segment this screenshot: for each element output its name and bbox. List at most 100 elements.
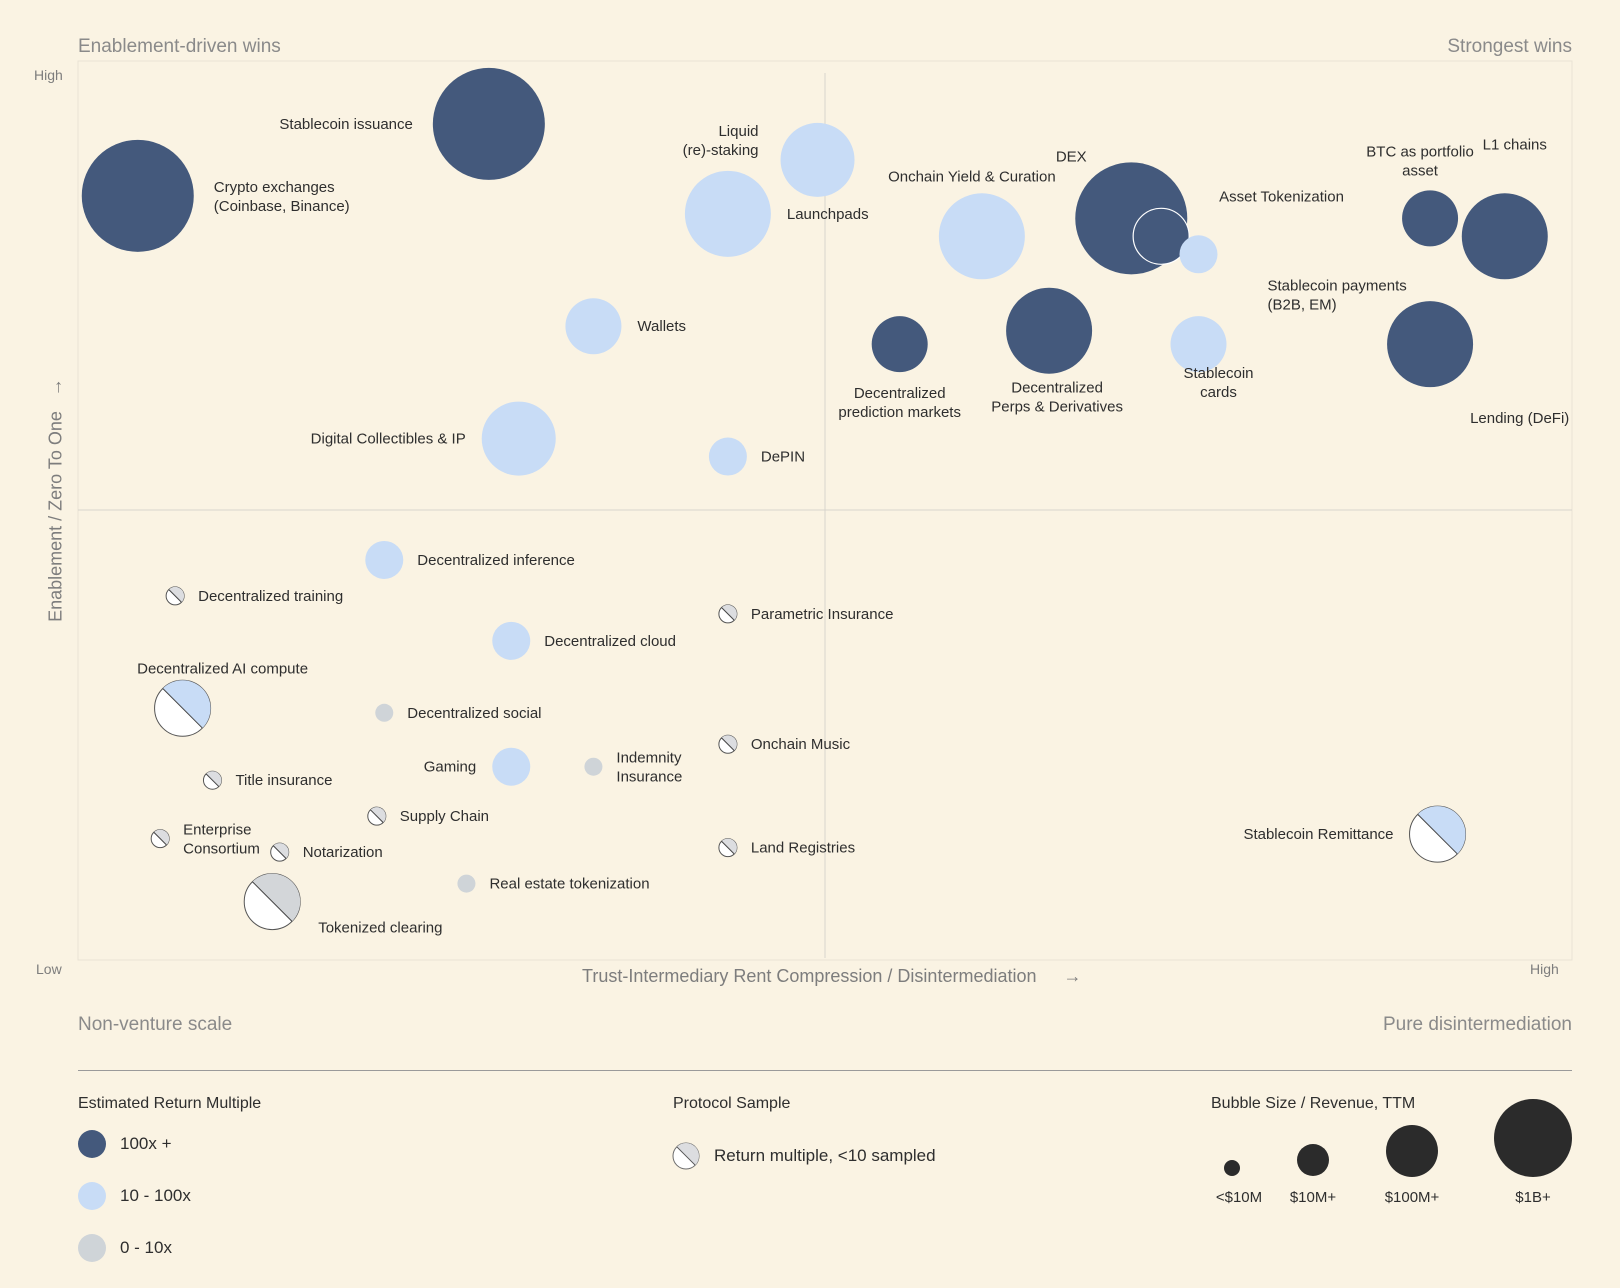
label-decentralized-cloud: Decentralized cloud (544, 633, 676, 650)
bubble-digital-collectibles-ip (481, 401, 556, 476)
quadrant-label-top-left: Enablement-driven wins (78, 36, 281, 57)
quadrant-label-bottom-right: Pure disintermediation (1382, 1014, 1572, 1035)
legend-return-title: Estimated Return Multiple (78, 1095, 262, 1112)
right-arrow-icon: → (1063, 966, 1082, 986)
bubble-wallets (565, 298, 622, 355)
label-dex: DEX (1056, 148, 1087, 165)
bubble-btc-as-portfolio-asset (1402, 190, 1459, 247)
legend-label-10-100x: 10 - 100x (120, 1186, 191, 1205)
legend-label-0-10x: 0 - 10x (120, 1238, 172, 1257)
label-gaming: Gaming (424, 759, 477, 776)
x-axis-title-text: Trust-Intermediary Rent Compression / Di… (582, 966, 1037, 986)
size-bubble-1b (1494, 1099, 1572, 1177)
size-label-lt10m: <$10M (1215, 1189, 1263, 1206)
size-bubble-10m (1297, 1144, 1329, 1176)
label-decentralized-prediction-markets: Decentralized prediction markets (838, 385, 961, 421)
bubble-decentralized-prediction-markets (871, 316, 928, 373)
x-axis-title: Trust-Intermediary Rent Compression / Di… (582, 966, 1082, 987)
legend-divider (78, 1070, 1572, 1071)
label-decentralized-perps-derivatives: Decentralized Perps & Derivatives (991, 380, 1123, 416)
bubble-decentralized-training (165, 586, 185, 606)
bubble-liquid-re-staking (780, 122, 855, 197)
label-btc-as-portfolio-asset: BTC as portfolio asset (1366, 143, 1474, 179)
legend-swatch-100x (78, 1130, 106, 1158)
bubble-land-registries (718, 838, 738, 858)
legend-swatch-0-10x (78, 1234, 106, 1262)
bubble-depin (708, 437, 747, 476)
legend-item-100x: 100x + (78, 1130, 172, 1158)
legend-protocol-title: Protocol Sample (673, 1095, 791, 1112)
bubble-decentralized-perps-derivatives (1006, 287, 1093, 374)
label-onchain-music: Onchain Music (751, 736, 851, 753)
label-liquid-re-staking: Liquid (re)-staking (683, 123, 759, 159)
sampled-swatch-icon (672, 1142, 700, 1170)
label-title-insurance: Title insurance (235, 772, 332, 789)
size-label-1b: $1B+ (1515, 1189, 1551, 1206)
y-axis-low-tick: Low (36, 961, 62, 977)
bubble-onchain-music (718, 734, 738, 754)
label-stablecoin-remittance: Stablecoin Remittance (1243, 826, 1393, 843)
bubble-title-insurance (202, 770, 222, 790)
bubble-decentralized-inference (365, 540, 404, 579)
bubble-lending-defi (1387, 301, 1474, 388)
label-enterprise-consortium: Enterprise Consortium (183, 822, 260, 858)
y-axis-high-tick: High (34, 67, 63, 83)
bubble-layer (81, 67, 1548, 931)
label-l1-chains: L1 chains (1483, 136, 1547, 153)
label-launchpads: Launchpads (787, 206, 869, 223)
label-stablecoin-payments-b2b-em: Stablecoin payments (B2B, EM) (1268, 277, 1407, 313)
size-label-100m: $100M+ (1384, 1189, 1440, 1206)
legend-swatch-10-100x (78, 1182, 106, 1210)
legend-size-title: Bubble Size / Revenue, TTM (1211, 1095, 1416, 1112)
bubble-stablecoin-remittance (1409, 805, 1467, 863)
bubble-notarization (270, 842, 290, 862)
label-wallets: Wallets (637, 318, 686, 335)
legend-item-0-10x: 0 - 10x (78, 1234, 172, 1262)
size-label-10m: $10M+ (1289, 1189, 1337, 1206)
quadrant-label-top-right: Strongest wins (1447, 36, 1572, 57)
bubble-enterprise-consortium (150, 829, 170, 849)
bubble-launchpads (684, 170, 771, 257)
label-layer: Crypto exchanges (Coinbase, Binance) Stabl… (137, 116, 1569, 937)
label-digital-collectibles-ip: Digital Collectibles & IP (311, 431, 466, 448)
bubble-tokenized-clearing (243, 873, 301, 931)
legend-label-100x: 100x + (120, 1134, 172, 1153)
label-decentralized-inference: Decentralized inference (417, 552, 575, 569)
label-tokenized-clearing: Tokenized clearing (318, 920, 442, 937)
size-legend-bubbles (1224, 1099, 1572, 1177)
x-axis-high-tick: High (1530, 961, 1559, 977)
bubble-supply-chain (367, 806, 387, 826)
label-land-registries: Land Registries (751, 840, 855, 857)
label-decentralized-social: Decentralized social (407, 705, 541, 722)
bubble-stablecoin-payments-b2b-em (1179, 235, 1218, 274)
label-supply-chain: Supply Chain (400, 808, 489, 825)
bubble-stablecoin-issuance (432, 67, 545, 180)
size-bubble-lt10m (1224, 1160, 1240, 1176)
bubble-gaming (492, 747, 531, 786)
label-decentralized-training: Decentralized training (198, 588, 343, 605)
label-indemnity-insurance: Indemnity Insurance (616, 750, 682, 786)
size-bubble-100m (1386, 1125, 1438, 1177)
quadrant-label-bottom-left: Non-venture scale (78, 1014, 233, 1035)
label-stablecoin-cards: Stablecoin cards (1183, 365, 1253, 401)
bubble-decentralized-ai-compute (154, 679, 212, 737)
bubble-real-estate-tokenization (457, 874, 476, 893)
label-decentralized-ai-compute: Decentralized AI compute (137, 660, 308, 677)
bubble-decentralized-cloud (492, 621, 531, 660)
bubble-asset-tokenization (1132, 207, 1190, 265)
bubble-decentralized-social (375, 703, 394, 722)
label-asset-tokenization: Asset Tokenization (1219, 188, 1344, 205)
legend-item-10-100x: 10 - 100x (78, 1182, 191, 1210)
bubble-parametric-insurance (718, 604, 738, 624)
label-notarization: Notarization (303, 844, 383, 861)
bubble-crypto-exchanges-coinbase-binance (81, 139, 194, 252)
label-depin: DePIN (761, 449, 805, 466)
label-crypto-exchanges-coinbase-binance: Crypto exchanges (Coinbase, Binance) (214, 179, 350, 215)
bubble-onchain-yield-curation (938, 193, 1025, 280)
label-real-estate-tokenization: Real estate tokenization (489, 876, 649, 893)
label-onchain-yield-curation: Onchain Yield & Curation (888, 168, 1056, 185)
bubble-stablecoin-cards (1170, 316, 1227, 373)
bubble-indemnity-insurance (584, 757, 603, 776)
